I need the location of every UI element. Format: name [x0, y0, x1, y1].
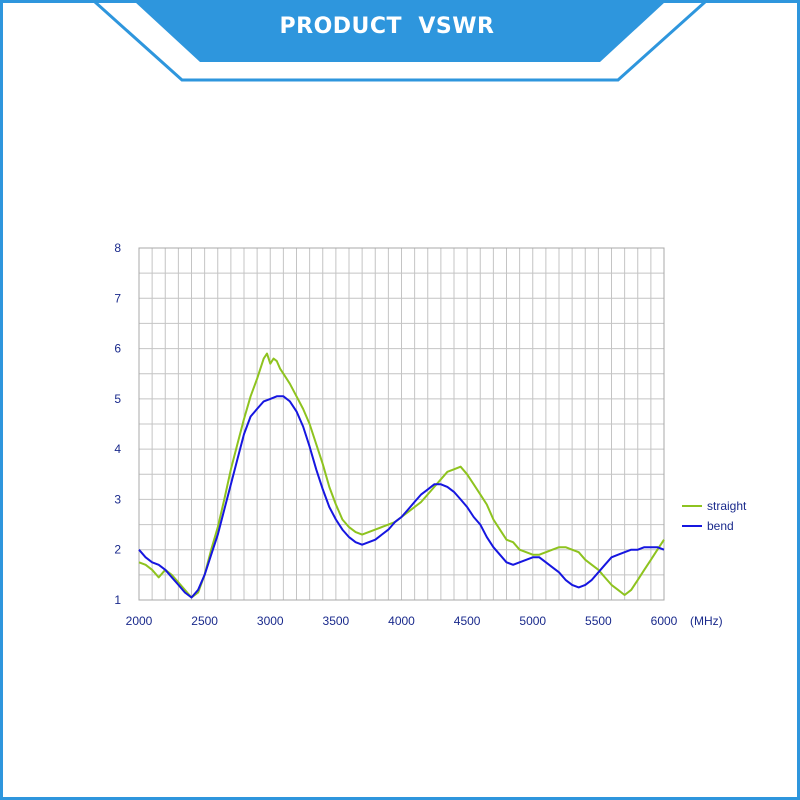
legend-label-straight: straight [707, 499, 747, 513]
x-unit-label: (MHz) [690, 614, 723, 628]
chart-grid [138, 247, 665, 601]
x-tick-label: 3500 [323, 614, 350, 628]
x-tick-label: 4000 [388, 614, 415, 628]
x-tick-label: 2000 [126, 614, 153, 628]
y-tick-label: 8 [114, 241, 121, 255]
x-tick-label: 5500 [585, 614, 612, 628]
y-tick-label: 7 [114, 291, 121, 305]
y-tick-label: 4 [114, 442, 121, 456]
y-tick-label: 3 [114, 492, 121, 506]
legend-label-bend: bend [707, 519, 734, 533]
y-tick-label: 1 [114, 593, 121, 607]
y-tick-label: 2 [114, 543, 121, 557]
x-tick-label: 3000 [257, 614, 284, 628]
series-line-bend [138, 395, 665, 599]
page-title: PRODUCT VSWR [279, 14, 495, 39]
y-tick-label: 6 [114, 342, 121, 356]
banner-outline [93, 0, 707, 82]
x-tick-label: 4500 [454, 614, 481, 628]
chart-legend: straight bend [682, 499, 747, 533]
x-tick-label: 2500 [191, 614, 218, 628]
series-line-straight [138, 352, 665, 599]
chart-ticks: 2000 2500 3000 3500 4000 4500 5000 5500 6000 1 2 3 4… [114, 241, 722, 628]
x-tick-label: 5000 [519, 614, 546, 628]
x-tick-label: 6000 [651, 614, 678, 628]
chart-series [138, 352, 665, 599]
header-banner [135, 2, 665, 62]
plot-border [138, 247, 665, 601]
y-tick-label: 5 [114, 392, 121, 406]
